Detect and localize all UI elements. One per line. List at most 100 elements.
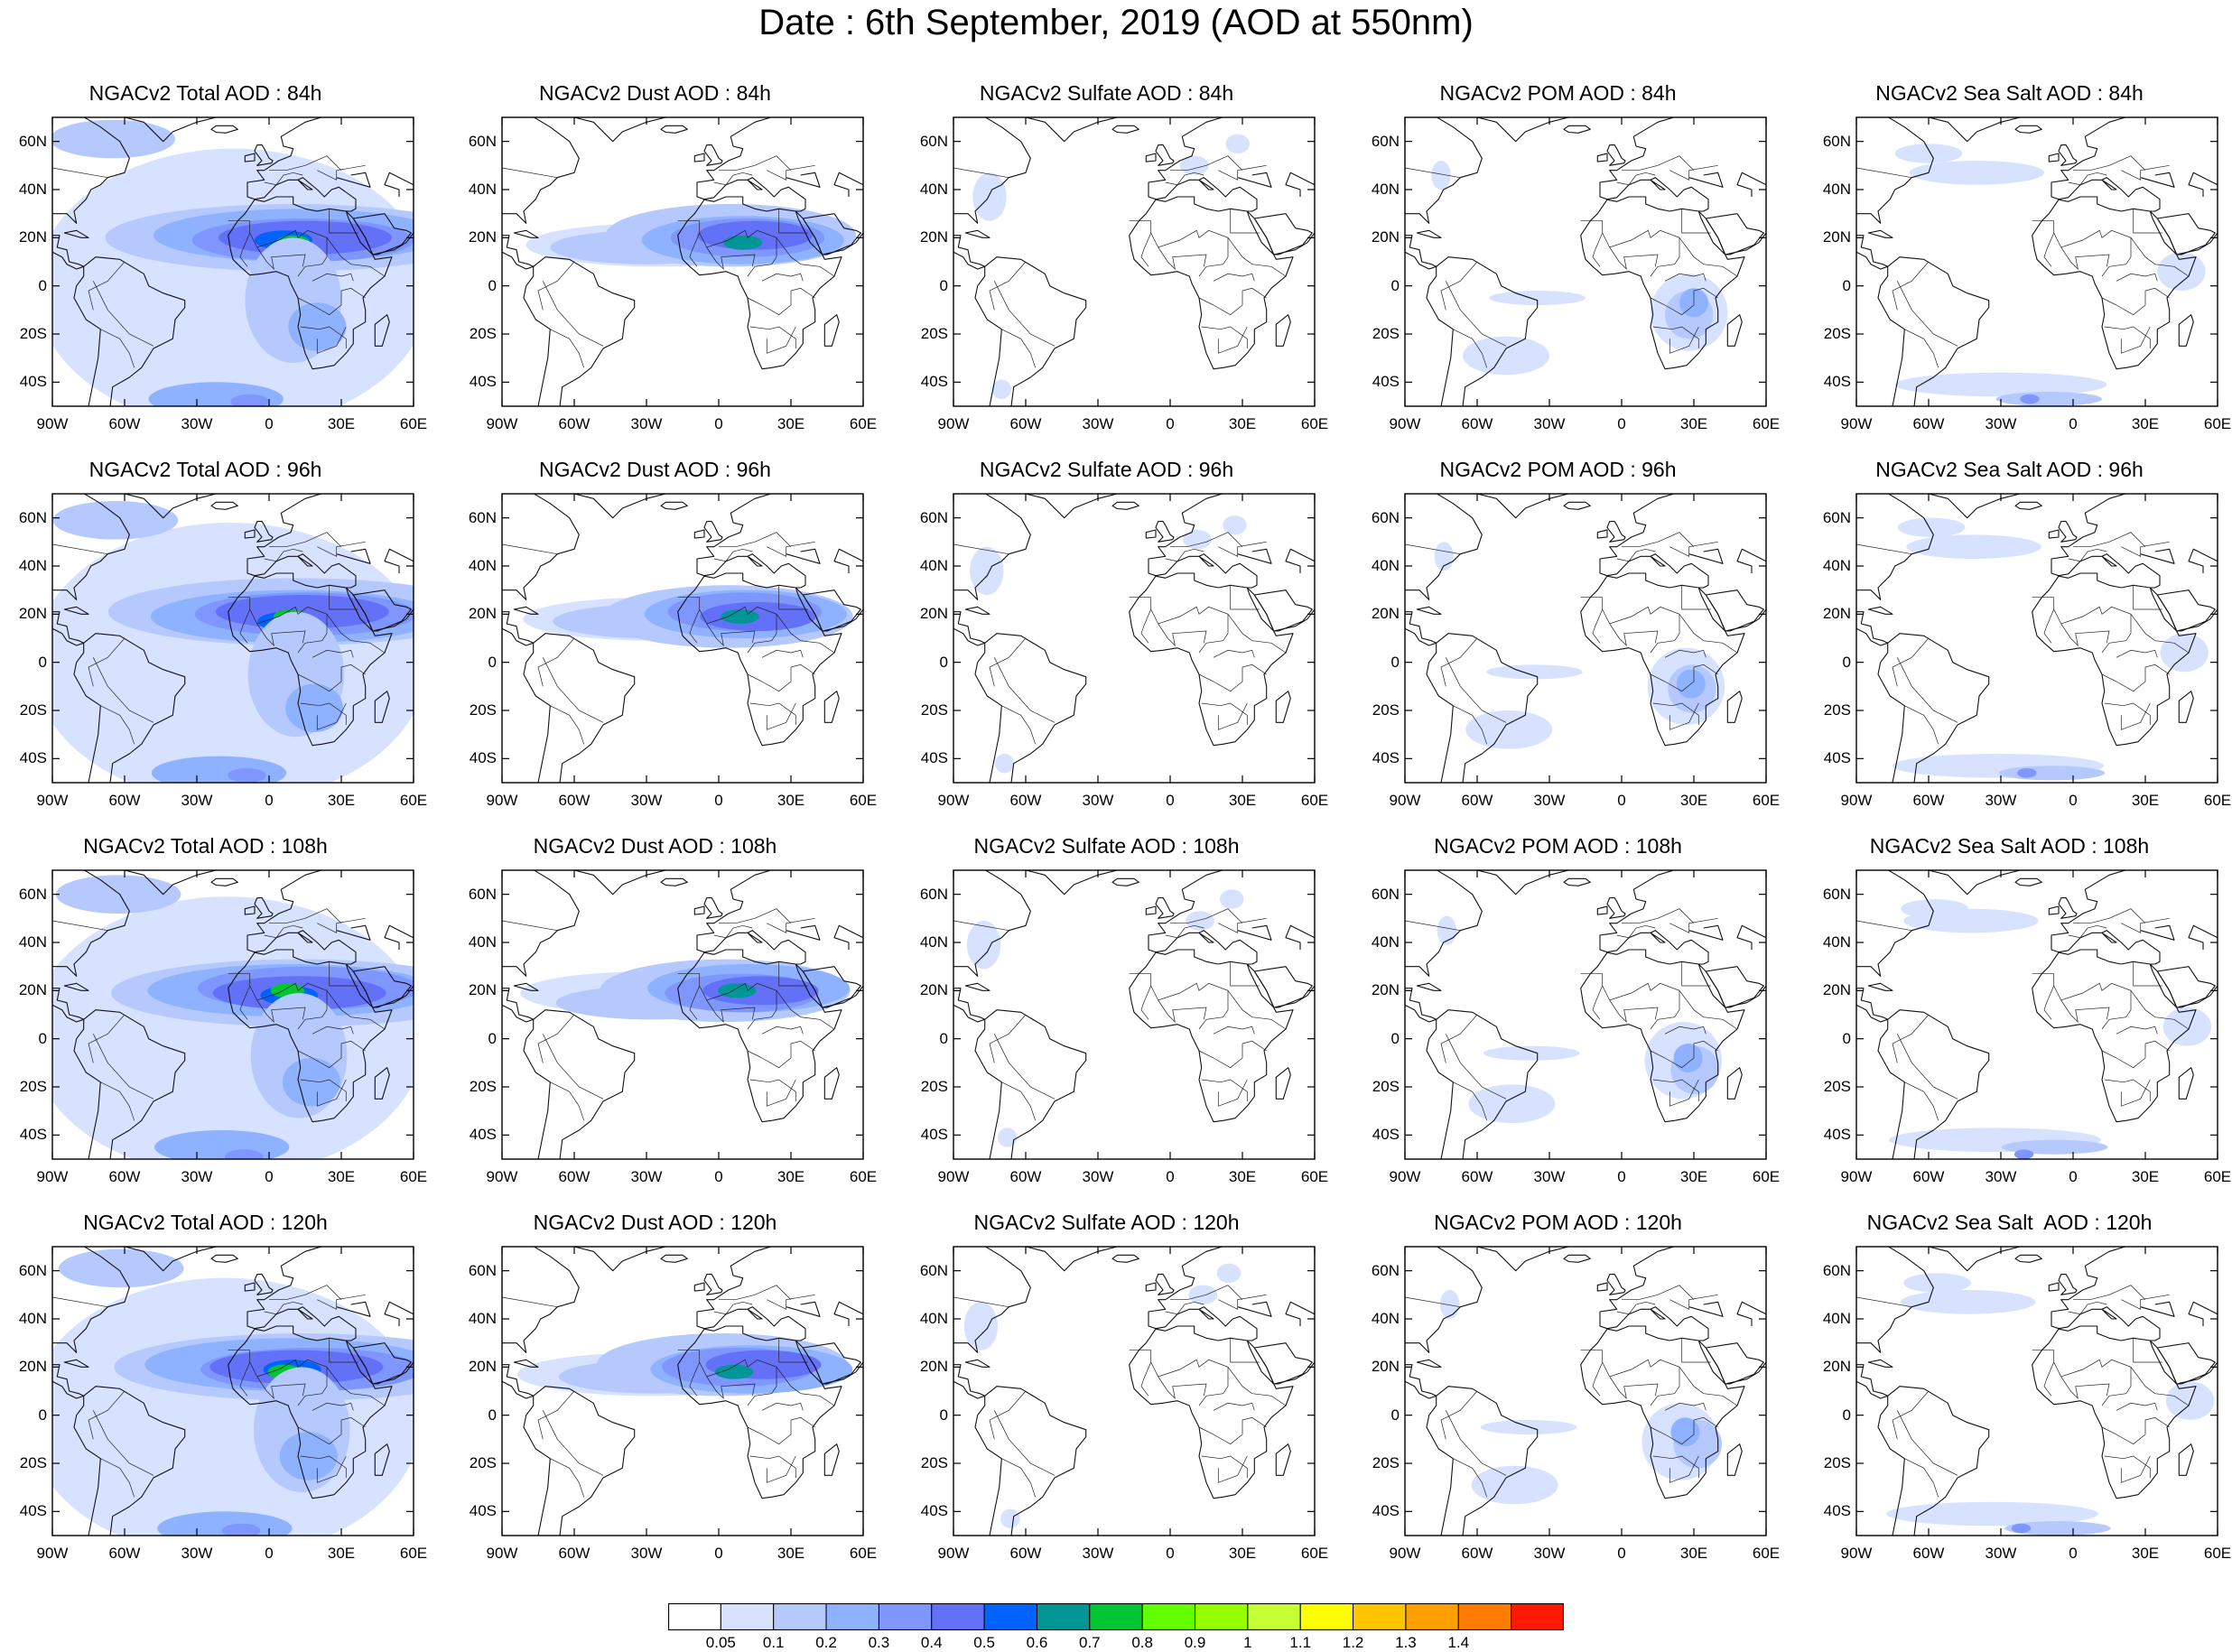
- lon-tick-label: 30E: [2131, 1545, 2160, 1562]
- lat-tick-label: 0: [1842, 1029, 1851, 1047]
- aod-field: [525, 204, 856, 267]
- lat-tick-label: 40S: [19, 373, 47, 391]
- lat-tick-label: 20S: [19, 1078, 47, 1095]
- lat-tick-label: 0: [1390, 276, 1400, 294]
- lon-tick-label: 30E: [1679, 415, 1708, 432]
- tick-marks: [953, 494, 1316, 783]
- lon-tick-label: 60E: [399, 1168, 428, 1185]
- country-borders: [1856, 155, 2190, 368]
- coastlines: [1856, 1247, 2218, 1536]
- lat-tick-label: 0: [38, 1406, 47, 1424]
- lat-tick-label: 20S: [19, 325, 47, 342]
- lat-tick-label: 20S: [469, 701, 497, 719]
- lat-tick-label: 40N: [919, 181, 948, 198]
- aod-region: [721, 609, 759, 624]
- lat-tick-label: 20S: [19, 701, 47, 719]
- country-borders: [52, 1285, 386, 1498]
- tick-marks: [1404, 494, 1767, 783]
- tick-marks: [51, 1247, 414, 1536]
- lon-tick-label: 60E: [849, 415, 878, 432]
- lon-tick-label: 90W: [486, 792, 518, 809]
- coastlines: [502, 1247, 863, 1536]
- aod-field: [52, 1248, 414, 1536]
- colorbar-label: 0.9: [1184, 1634, 1206, 1651]
- aod-region: [1894, 144, 1963, 163]
- lat-tick-label: 40N: [1371, 1310, 1400, 1327]
- lat-tick-label: 20S: [920, 1078, 948, 1095]
- panel-title: NGACv2 Sea Salt AOD : 108h: [1869, 834, 2150, 858]
- lon-tick-label: 90W: [1840, 415, 1873, 432]
- aod-field: [52, 119, 414, 406]
- lat-tick-label: 0: [939, 653, 948, 671]
- aod-map: [501, 869, 864, 1160]
- panel-title: NGACv2 Total AOD : 84h: [88, 81, 322, 105]
- lat-tick-label: 40S: [1372, 749, 1400, 767]
- lon-tick-label: 60E: [1300, 415, 1329, 432]
- aod-map: [501, 116, 864, 407]
- lat-tick-label: 20S: [1823, 325, 1851, 342]
- lon-tick-label: 0: [714, 415, 723, 432]
- map-frame: [1404, 869, 1767, 1160]
- country-borders: [1856, 1285, 2190, 1498]
- country-borders: [52, 908, 386, 1121]
- aod-map: [953, 116, 1316, 407]
- colorbar-label: 0.1: [762, 1634, 785, 1651]
- lat-tick-label: 20S: [920, 325, 948, 342]
- lon-tick-label: 60E: [1752, 792, 1781, 809]
- lon-tick-label: 30E: [1228, 1545, 1257, 1562]
- lat-tick-label: 60N: [1822, 508, 1851, 526]
- lon-tick-label: 30E: [2131, 792, 2160, 809]
- panel-title: NGACv2 Sulfate AOD : 108h: [973, 834, 1240, 858]
- aod-field: [1439, 1290, 1722, 1505]
- aod-region: [970, 546, 1004, 595]
- aod-region: [998, 1128, 1018, 1147]
- figure-title: Date : 6th September, 2019 (AOD at 550nm…: [758, 3, 1474, 42]
- panel-title: NGACv2 Sulfate AOD : 96h: [979, 458, 1234, 481]
- lat-tick-label: 0: [1390, 1406, 1400, 1424]
- map-frame: [501, 116, 864, 407]
- aod-region: [1223, 515, 1247, 535]
- aod-region: [230, 394, 269, 406]
- lat-tick-label: 40S: [1823, 1126, 1851, 1144]
- aod-region: [1906, 534, 2041, 559]
- aod-region: [1886, 1501, 2098, 1527]
- lat-tick-label: 40N: [468, 933, 497, 951]
- aod-region: [1673, 1044, 1703, 1072]
- aod-region: [151, 756, 287, 783]
- lat-tick-label: 0: [38, 1029, 47, 1047]
- lon-tick-label: 0: [2069, 1168, 2078, 1185]
- panel-title: NGACv2 Sulfate AOD : 84h: [979, 81, 1234, 105]
- tick-marks: [953, 117, 1316, 406]
- aod-region: [2162, 1007, 2212, 1046]
- lon-tick-label: 60W: [108, 1168, 141, 1185]
- lat-tick-label: 40N: [18, 181, 47, 198]
- lat-tick-label: 60N: [1822, 885, 1851, 903]
- lat-tick-label: 40N: [919, 557, 948, 574]
- tick-marks: [501, 870, 864, 1159]
- lon-tick-label: 60W: [1009, 415, 1042, 432]
- panel-title: NGACv2 POM AOD : 96h: [1439, 458, 1677, 481]
- coastlines: [1405, 117, 1766, 406]
- lat-tick-label: 40N: [468, 181, 497, 198]
- lat-tick-label: 0: [939, 1029, 948, 1047]
- lon-tick-label: 60W: [1461, 415, 1493, 432]
- colorbar-swatch: [825, 1603, 879, 1630]
- lat-tick-label: 60N: [1822, 1261, 1851, 1279]
- map-frame: [1855, 116, 2218, 407]
- colorbar-label: 0.5: [973, 1634, 995, 1651]
- map-panel-pom-row0: NGACv2 POM AOD : 84h 60N 40N 20N 0 20S 40S 90W 6…: [1353, 79, 1780, 445]
- colorbar-swatch: [1036, 1603, 1091, 1630]
- aod-region: [2013, 1149, 2034, 1159]
- tick-marks: [501, 1247, 864, 1536]
- map-frame: [501, 493, 864, 784]
- colorbar-swatch: [720, 1603, 775, 1630]
- panel-title: NGACv2 Total AOD : 108h: [83, 834, 328, 858]
- lon-tick-label: 0: [714, 1545, 723, 1562]
- lon-tick-label: 90W: [486, 1168, 518, 1185]
- colorbar-label: 1.2: [1342, 1634, 1364, 1651]
- lat-tick-label: 0: [488, 653, 497, 671]
- lon-tick-label: 90W: [1389, 1168, 1421, 1185]
- panel-title: NGACv2 Dust AOD : 120h: [533, 1211, 777, 1234]
- lon-tick-label: 0: [265, 415, 274, 432]
- country-borders: [1856, 532, 2190, 745]
